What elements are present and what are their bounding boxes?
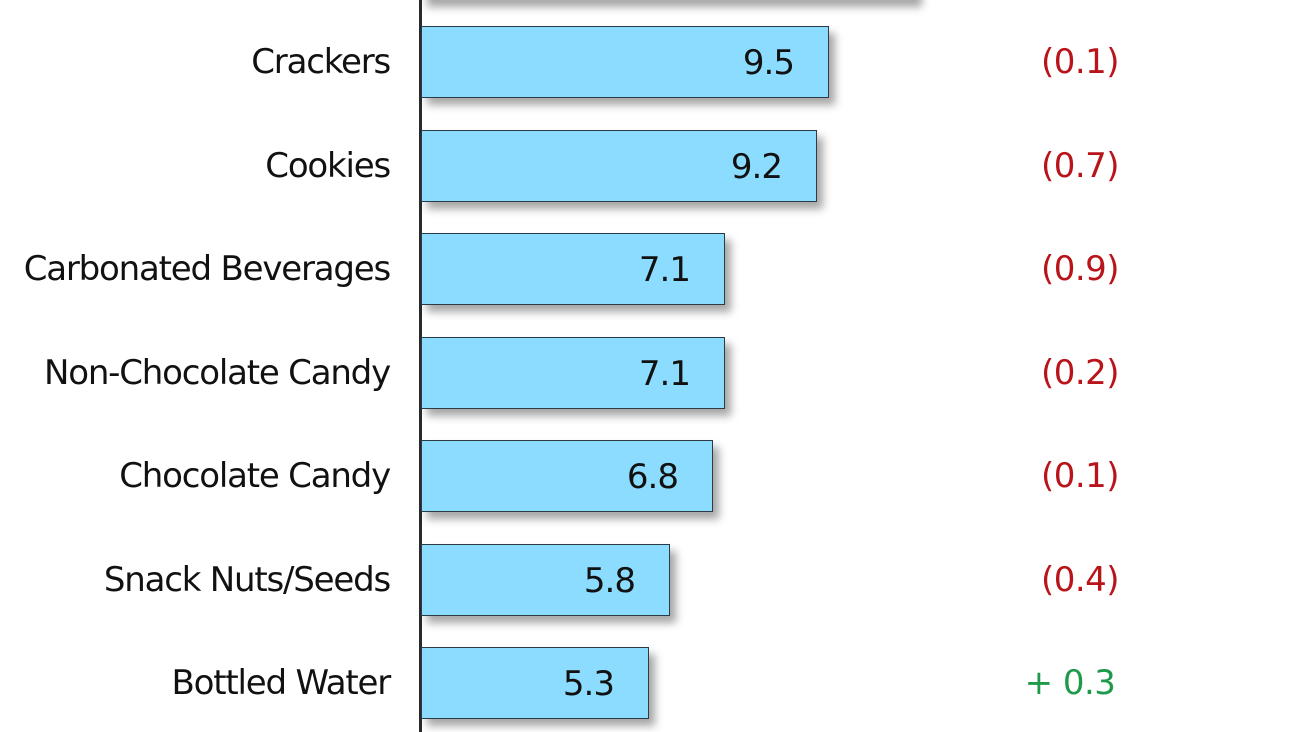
change-label: + 0.3	[1024, 663, 1116, 703]
bar-value-label: 9.2	[730, 147, 783, 187]
change-label: (0.2)	[1040, 353, 1120, 393]
bar-value-label: 5.8	[583, 561, 636, 601]
bar: 5.8	[421, 544, 670, 616]
category-label: Crackers	[251, 42, 391, 82]
bar-row: Cookies 9.2 (0.7)	[0, 130, 1300, 204]
change-label: (0.7)	[1040, 146, 1120, 186]
bar: 9.5	[421, 26, 829, 98]
category-label: Snack Nuts/Seeds	[103, 560, 391, 600]
y-axis-line	[419, 0, 422, 732]
category-label: Cookies	[265, 146, 391, 186]
bar-value-label: 7.1	[638, 354, 691, 394]
bar-value-label: 6.8	[626, 457, 679, 497]
bar-value-label: 7.1	[638, 250, 691, 290]
bar: 9.2	[421, 130, 817, 202]
bar-row: Non-Chocolate Candy 7.1 (0.2)	[0, 337, 1300, 411]
bar-row: Bottled Water 5.3 + 0.3	[0, 647, 1300, 721]
bar: 6.8	[421, 440, 713, 512]
category-label: Carbonated Beverages	[23, 249, 391, 289]
bar: 7.1	[421, 337, 725, 409]
change-label: (0.9)	[1040, 249, 1120, 289]
bar-row: Carbonated Beverages 7.1 (0.9)	[0, 233, 1300, 307]
bar-value-label: 5.3	[562, 664, 615, 704]
category-label: Non-Chocolate Candy	[43, 353, 391, 393]
category-label: Bottled Water	[171, 663, 392, 703]
bar: 7.1	[421, 233, 725, 305]
bar-row: Crackers 9.5 (0.1)	[0, 26, 1300, 100]
bar-row: Chocolate Candy 6.8 (0.1)	[0, 440, 1300, 514]
change-label: (0.1)	[1040, 42, 1120, 82]
bar-value-label: 9.5	[742, 43, 795, 83]
change-label: (0.1)	[1040, 456, 1120, 496]
change-label: (0.4)	[1040, 560, 1120, 600]
bar-row: Snack Nuts/Seeds 5.8 (0.4)	[0, 544, 1300, 618]
bar: 5.3	[421, 647, 649, 719]
category-label: Chocolate Candy	[119, 456, 391, 496]
